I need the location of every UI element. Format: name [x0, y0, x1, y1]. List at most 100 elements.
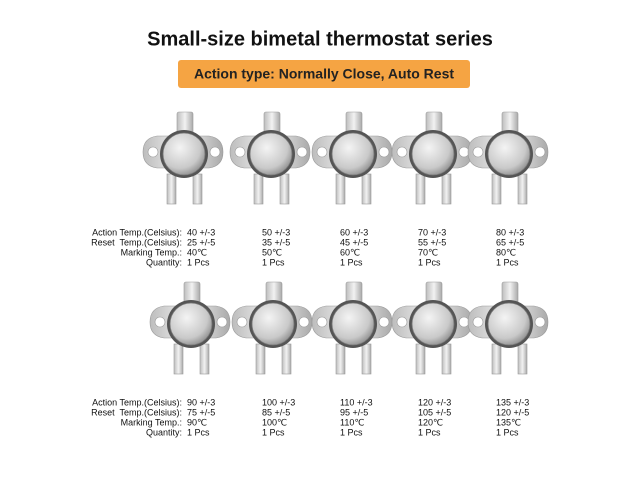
- spec-value: 120 +/-5: [496, 407, 529, 417]
- spec-value: 35 +/-5: [262, 237, 290, 247]
- hole: [396, 316, 408, 328]
- hole: [154, 316, 166, 328]
- spec-value: 40 +/-3: [187, 227, 215, 237]
- spec-value: 1 Pcs: [340, 257, 363, 267]
- disc: [487, 132, 531, 176]
- terminal: [415, 343, 426, 375]
- spec-value: 60℃: [340, 247, 360, 257]
- spec-value: 40℃: [187, 247, 207, 257]
- hole: [472, 316, 484, 328]
- spec-label: Quantity:: [146, 427, 182, 437]
- hole: [534, 316, 546, 328]
- hole: [458, 146, 470, 158]
- spec-label: Marking Temp.:: [121, 417, 182, 427]
- hole: [216, 316, 228, 328]
- spec-value: 70 +/-3: [418, 227, 446, 237]
- spec-value: 55 +/-5: [418, 237, 446, 247]
- spec-value: 90 +/-3: [187, 397, 215, 407]
- spec-label: Quantity:: [146, 257, 182, 267]
- hole: [236, 316, 248, 328]
- thermostat-image: [391, 111, 473, 205]
- terminal: [335, 343, 346, 375]
- spec-value: 75 +/-5: [187, 407, 215, 417]
- thermostat-image: [231, 281, 313, 375]
- terminal: [173, 343, 184, 375]
- spec-value: 50℃: [262, 247, 282, 257]
- hole: [396, 146, 408, 158]
- thermostat-image: [467, 281, 549, 375]
- spec-value: 135 +/-3: [496, 397, 529, 407]
- spec-value: 120 +/-3: [418, 397, 451, 407]
- title: Small-size bimetal thermostat series: [147, 28, 493, 50]
- disc: [249, 132, 293, 176]
- terminal: [166, 173, 177, 205]
- terminal: [491, 343, 502, 375]
- terminal: [517, 173, 528, 205]
- spec-value: 110℃: [340, 417, 364, 427]
- badge: [178, 60, 470, 88]
- spec-value: 1 Pcs: [340, 427, 363, 437]
- disc: [331, 302, 375, 346]
- spec-label: Reset Temp.(Celsius):: [91, 237, 182, 247]
- badge-text: Action type: Normally Close, Auto Rest: [194, 66, 454, 82]
- thermostat-image: [311, 111, 393, 205]
- disc: [331, 132, 375, 176]
- terminal: [281, 343, 292, 375]
- hole: [378, 146, 390, 158]
- hole: [298, 316, 310, 328]
- terminal: [491, 173, 502, 205]
- spec-value: 1 Pcs: [187, 427, 210, 437]
- disc: [487, 302, 531, 346]
- spec-value: 120℃: [418, 417, 443, 427]
- thermostat-image: [391, 281, 473, 375]
- spec-value: 1 Pcs: [262, 427, 285, 437]
- terminal: [441, 343, 452, 375]
- thermostat-image: [467, 111, 549, 205]
- hole: [316, 316, 328, 328]
- disc: [162, 132, 206, 176]
- spec-value: 1 Pcs: [418, 257, 441, 267]
- spec-value: 1 Pcs: [496, 257, 519, 267]
- hole: [209, 146, 221, 158]
- terminal: [415, 173, 426, 205]
- terminal: [279, 173, 290, 205]
- thermostat-image: [229, 111, 311, 205]
- terminal: [199, 343, 210, 375]
- spec-value: 25 +/-5: [187, 237, 215, 247]
- spec-value: 1 Pcs: [262, 257, 285, 267]
- spec-value: 85 +/-5: [262, 407, 290, 417]
- spec-label: Action Temp.(Celsius):: [92, 397, 182, 407]
- disc: [169, 302, 213, 346]
- thermostat-image: [311, 281, 393, 375]
- terminal: [517, 343, 528, 375]
- hole: [378, 316, 390, 328]
- spec-value: 1 Pcs: [496, 427, 519, 437]
- spec-value: 105 +/-5: [418, 407, 451, 417]
- content: Action Temp.(Celsius):Reset Temp.(Celsiu…: [91, 111, 549, 437]
- terminal: [361, 343, 372, 375]
- spec-value: 100 +/-3: [262, 397, 295, 407]
- spec-label: Action Temp.(Celsius):: [92, 227, 182, 237]
- spec-value: 60 +/-3: [340, 227, 368, 237]
- thermostat-image: [142, 111, 224, 205]
- terminal: [255, 343, 266, 375]
- spec-label: Marking Temp.:: [121, 247, 182, 257]
- spec-value: 90℃: [187, 417, 207, 427]
- disc: [251, 302, 295, 346]
- spec-label: Reset Temp.(Celsius):: [91, 407, 182, 417]
- spec-value: 100℃: [262, 417, 287, 427]
- hole: [472, 146, 484, 158]
- spec-value: 95 +/-5: [340, 407, 368, 417]
- disc: [411, 132, 455, 176]
- hole: [234, 146, 246, 158]
- spec-value: 80 +/-3: [496, 227, 524, 237]
- spec-value: 80℃: [496, 247, 516, 257]
- terminal: [253, 173, 264, 205]
- spec-value: 50 +/-3: [262, 227, 290, 237]
- spec-value: 1 Pcs: [418, 427, 441, 437]
- spec-value: 65 +/-5: [496, 237, 524, 247]
- terminal: [192, 173, 203, 205]
- hole: [458, 316, 470, 328]
- hole: [147, 146, 159, 158]
